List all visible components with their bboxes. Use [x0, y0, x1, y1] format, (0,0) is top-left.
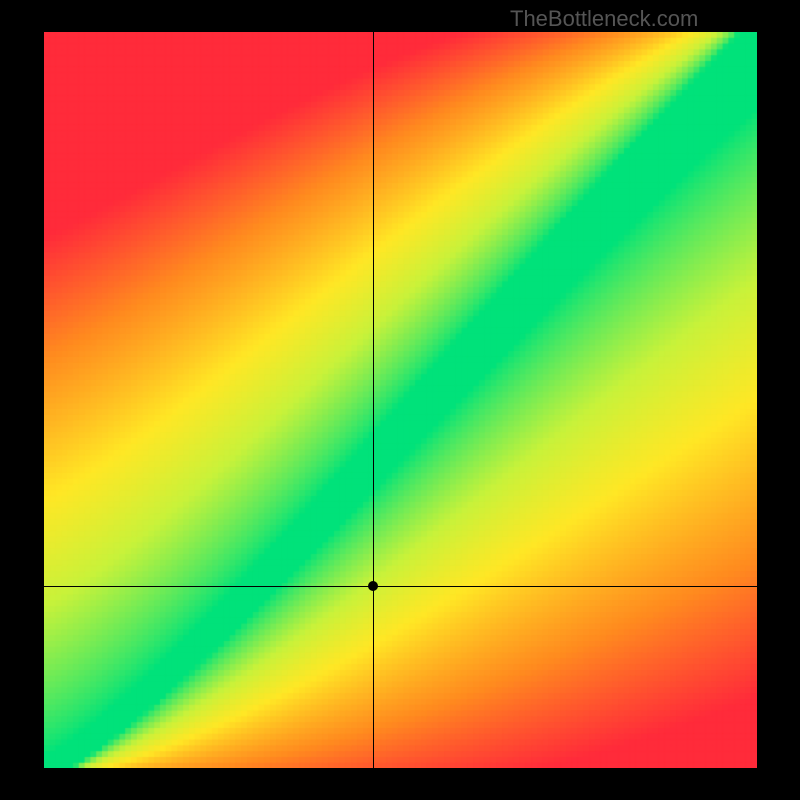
watermark-text: TheBottleneck.com: [510, 6, 698, 32]
selected-point-marker: [368, 581, 378, 591]
chart-container: TheBottleneck.com: [0, 0, 800, 800]
crosshair-vertical: [373, 32, 374, 768]
bottleneck-heatmap: [44, 32, 757, 768]
crosshair-horizontal: [44, 586, 757, 587]
